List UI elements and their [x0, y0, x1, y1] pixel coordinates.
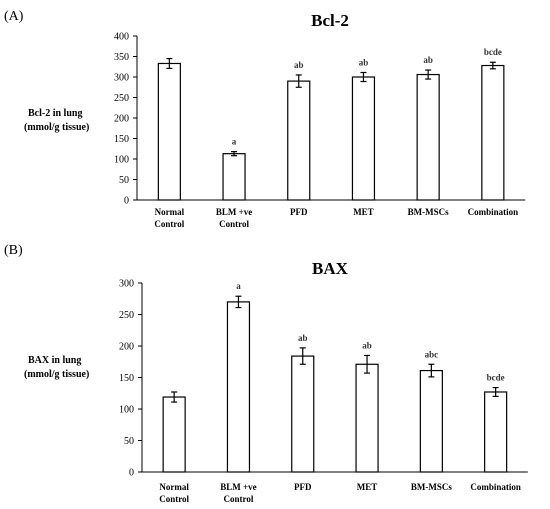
chart0-panel-label: (A) [4, 9, 24, 24]
chart0-bar-3 [351, 76, 376, 201]
chart0-ytick-label-7: 350 [114, 52, 129, 63]
chart1-bar-3 [355, 363, 379, 473]
chart1-category-label-4: BM-MSCs [411, 482, 452, 492]
chart0-sig-label-4: ab [423, 55, 433, 65]
chart0-bar-0 [157, 62, 181, 201]
chart0-category-label-5: Combination [468, 207, 519, 217]
chart0-ytick-label-0: 0 [124, 196, 129, 207]
chart1-bar-2 [291, 355, 315, 473]
chart1-sig-label-2: ab [298, 333, 308, 343]
chart1-category-label-3: MET [357, 482, 378, 492]
chart0-title: Bcl-2 [311, 11, 349, 30]
chart1-category-label-5: Combination [470, 482, 521, 492]
chart1-ytick-label-4: 200 [119, 342, 134, 353]
chart0-ytick-label-5: 250 [114, 93, 129, 104]
chart0-ylabel-line2: (mmol/g tissue) [24, 122, 89, 133]
chart0-category-label-0-line2: Control [154, 219, 184, 229]
chart0-ytick-label-2: 100 [114, 155, 129, 166]
chart0-ytick-label-4: 200 [114, 114, 129, 125]
chart1-ytick-label-6: 300 [119, 279, 134, 290]
chart0-sig-label-5: bcde [484, 47, 502, 57]
chart1-sig-label-1: a [236, 281, 241, 291]
chart1-category-label-2: PFD [294, 482, 312, 492]
chart0-ytick-label-8: 400 [114, 32, 129, 43]
chart1-bar-4 [419, 369, 443, 473]
chart1-ylabel-line2: (mmol/g tissue) [24, 369, 89, 380]
chart0-bar-4 [416, 73, 440, 201]
chart1-ytick-label-0: 0 [129, 468, 134, 479]
chart1-ytick-label-3: 150 [119, 373, 134, 384]
chart0-category-label-1-line2: Control [219, 219, 249, 229]
chart0-category-label-0-line1: Normal [155, 207, 185, 217]
chart1-ytick-label-5: 250 [119, 310, 134, 321]
chart1-bar-5 [484, 391, 508, 473]
chart1-category-label-1-line2: Control [224, 494, 254, 504]
chart0-category-label-1-line1: BLM +ve [216, 207, 252, 217]
chart0-ytick-label-1: 50 [119, 175, 129, 186]
chart0-category-label-3: MET [353, 207, 374, 217]
chart0-sig-label-3: ab [359, 57, 369, 67]
chart1-ytick-label-1: 50 [124, 436, 134, 447]
chart1-ytick-label-2: 100 [119, 405, 134, 416]
chart0-sig-label-2: ab [294, 60, 304, 70]
chart1-category-label-0-line2: Control [159, 494, 189, 504]
chart0-bar-1 [222, 153, 246, 201]
chart0-ytick-label-6: 300 [114, 73, 129, 84]
chart1-sig-label-4: abc [425, 349, 439, 359]
chart0-ytick-label-3: 150 [114, 134, 129, 145]
chart0-category-label-2: PFD [290, 207, 308, 217]
chart1-category-label-1-line1: BLM +ve [220, 482, 256, 492]
chart1-category-label-0-line1: Normal [159, 482, 189, 492]
chart1-bar-1 [226, 301, 251, 473]
chart1-title: BAX [312, 259, 349, 278]
chart1-bar-0 [162, 396, 186, 473]
chart0-bar-2 [287, 80, 311, 201]
chart0-ylabel-line1: Bcl-2 in lung [28, 108, 82, 119]
chart1-ylabel-line1: BAX in lung [28, 355, 81, 366]
chart1-panel-label: (B) [4, 243, 23, 258]
chart0-category-label-4: BM-MSCs [408, 207, 449, 217]
chart1-sig-label-5: bcde [487, 373, 505, 383]
chart0-bar-5 [481, 64, 505, 201]
chart0-sig-label-1: a [232, 137, 237, 147]
chart1-sig-label-3: ab [362, 340, 372, 350]
